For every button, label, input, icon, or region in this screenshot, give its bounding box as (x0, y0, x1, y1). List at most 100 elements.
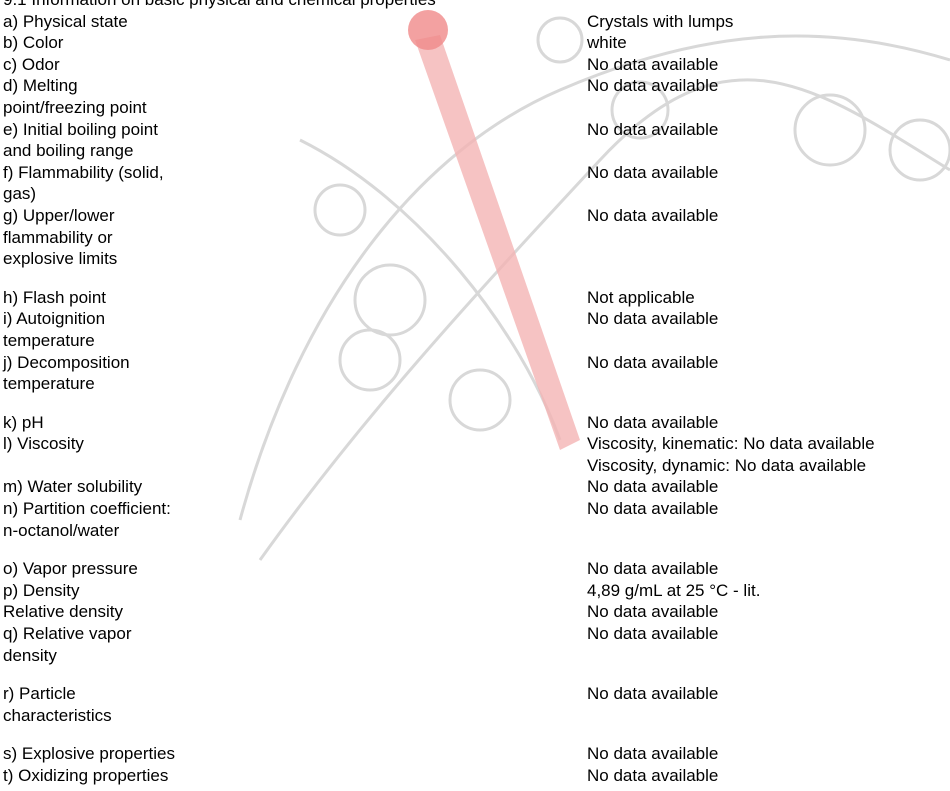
label-line: b) Color (3, 33, 64, 53)
property-label: t) Oxidizing properties (3, 765, 587, 787)
label-line: s) Explosive properties (3, 744, 175, 764)
property-row: g) Upper/lower flammability or explosive l… (3, 205, 948, 270)
property-label: p) Density (3, 580, 587, 602)
value-line: Not applicable (587, 287, 695, 307)
property-label: f) Flammability (solid, gas) (3, 162, 587, 205)
property-value: white (587, 32, 948, 54)
value-line: No data available (587, 624, 719, 644)
property-value: No data available (587, 308, 948, 351)
property-row: f) Flammability (solid, gas) No data avail… (3, 162, 948, 205)
dna-helix (238, 16, 950, 561)
property-value: No data available (587, 119, 948, 162)
highlight-strand (415, 35, 580, 450)
label-line: o) Vapor pressure (3, 559, 138, 579)
property-row: p) Density 4,89 g/mL at 25 °C - lit. (3, 580, 948, 602)
label-line: k) pH (3, 412, 44, 432)
property-label: b) Color (3, 32, 587, 54)
property-value: No data available (587, 558, 948, 580)
label-line: j) Decomposition (3, 352, 130, 372)
label-line: l) Viscosity (3, 434, 84, 454)
property-value: No data available (587, 205, 948, 270)
value-line: No data available (587, 352, 719, 372)
property-label: n) Partition coefficient: n-octanol/water (3, 498, 587, 541)
document: 9.1 Information on basic physical and ch… (3, 0, 948, 787)
label-line: point/freezing point (3, 97, 147, 117)
label-line: m) Water solubility (3, 477, 143, 497)
label-line: r) Particle (3, 684, 76, 704)
label-line: f) Flammability (solid, (3, 162, 164, 182)
property-label: d) Melting point/freezing point (3, 75, 587, 118)
property-label: q) Relative vapor density (3, 623, 587, 666)
label-line: a) Physical state (3, 11, 128, 31)
value-line: Viscosity, dynamic: No data available (587, 455, 867, 475)
property-row: s) Explosive properties No data available (3, 743, 948, 765)
label-line: density (3, 645, 57, 665)
property-row: l) Viscosity Viscosity, kinematic: No dat… (3, 433, 948, 476)
property-row: e) Initial boiling point and boiling rang… (3, 119, 948, 162)
value-line: white (587, 33, 627, 53)
label-line: i) Autoignition (3, 309, 106, 329)
value-line: No data available (587, 499, 719, 519)
value-line: Viscosity, kinematic: No data available (587, 434, 875, 454)
property-value: No data available (587, 412, 948, 434)
property-label: e) Initial boiling point and boiling rang… (3, 119, 587, 162)
label-line: explosive limits (3, 249, 118, 269)
property-label: k) pH (3, 412, 587, 434)
property-label: c) Odor (3, 54, 587, 76)
property-value: Not applicable (587, 287, 948, 309)
value-line: No data available (587, 602, 719, 622)
property-value: No data available (587, 683, 948, 726)
property-row: n) Partition coefficient: n-octanol/water… (3, 498, 948, 541)
property-label: l) Viscosity (3, 433, 587, 476)
property-label: g) Upper/lower flammability or explosive l… (3, 205, 587, 270)
label-line: and boiling range (3, 141, 134, 161)
value-line: No data available (587, 119, 719, 139)
value-line: No data available (587, 744, 719, 764)
label-line: n-octanol/water (3, 520, 120, 540)
property-row: c) Odor No data available (3, 54, 948, 76)
property-label: Relative density (3, 601, 587, 623)
property-value: No data available (587, 601, 948, 623)
property-row: k) pH No data available (3, 412, 948, 434)
property-label: r) Particle characteristics (3, 683, 587, 726)
property-value: No data available (587, 54, 948, 76)
value-line: No data available (587, 162, 719, 182)
label-line: e) Initial boiling point (3, 119, 158, 139)
property-value: Crystals with lumps (587, 11, 948, 33)
label-line: h) Flash point (3, 287, 106, 307)
label-line: temperature (3, 374, 95, 394)
property-label: i) Autoignition temperature (3, 308, 587, 351)
value-line: No data available (587, 76, 719, 96)
property-row: Relative density No data available (3, 601, 948, 623)
property-value: Viscosity, kinematic: No data available V… (587, 433, 948, 476)
property-label: j) Decomposition temperature (3, 352, 587, 395)
property-row: a) Physical state Crystals with lumps (3, 11, 948, 33)
property-row: b) Color white (3, 32, 948, 54)
property-value: No data available (587, 743, 948, 765)
value-line: No data available (587, 309, 719, 329)
property-row: m) Water solubility No data available (3, 476, 948, 498)
property-value: No data available (587, 352, 948, 395)
label-line: g) Upper/lower (3, 205, 115, 225)
value-line: No data available (587, 205, 719, 225)
value-line: 4,89 g/mL at 25 °C - lit. (587, 580, 761, 600)
value-line: No data available (587, 477, 719, 497)
property-row: q) Relative vapor density No data availabl… (3, 623, 948, 666)
property-value: No data available (587, 162, 948, 205)
property-value: No data available (587, 623, 948, 666)
property-label: m) Water solubility (3, 476, 587, 498)
label-line: c) Odor (3, 54, 60, 74)
property-row: h) Flash point Not applicable (3, 287, 948, 309)
section-title: 9.1 Information on basic physical and ch… (3, 0, 948, 11)
property-label: o) Vapor pressure (3, 558, 587, 580)
highlight-sphere (408, 10, 448, 50)
label-line: t) Oxidizing properties (3, 766, 169, 785)
value-line: No data available (587, 766, 719, 785)
property-value: 4,89 g/mL at 25 °C - lit. (587, 580, 948, 602)
property-row: o) Vapor pressure No data available (3, 558, 948, 580)
property-list: a) Physical state Crystals with lumps b) C… (3, 11, 948, 787)
property-label: s) Explosive properties (3, 743, 587, 765)
property-value: No data available (587, 476, 948, 498)
